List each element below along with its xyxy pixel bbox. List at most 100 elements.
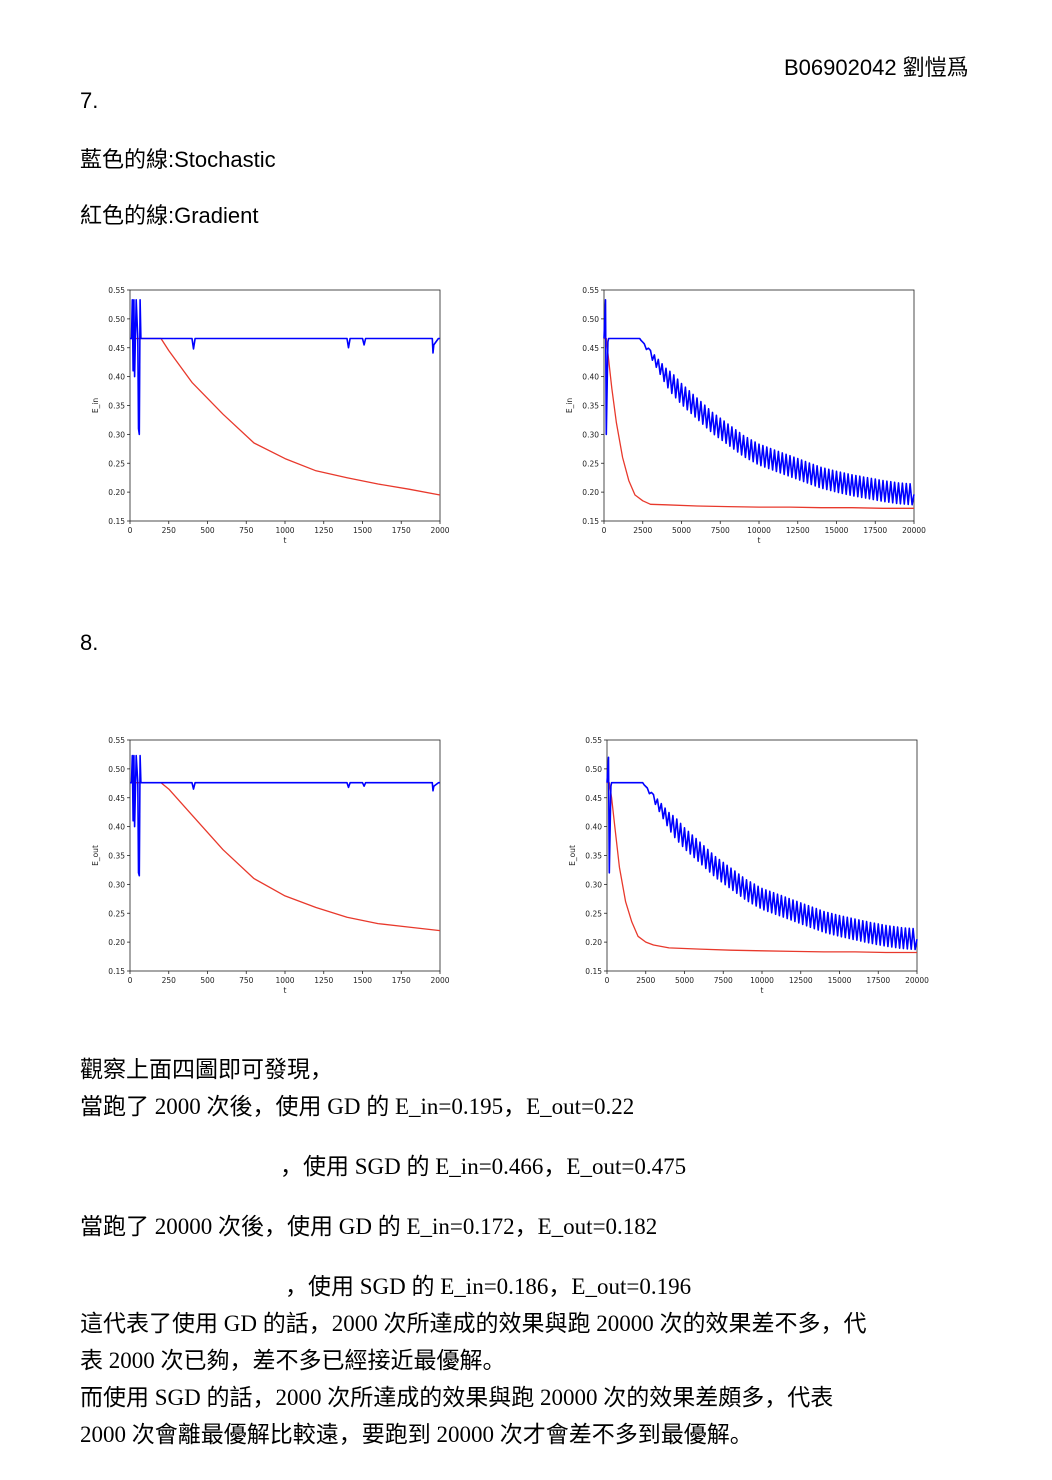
x-tick-label: 5000 bbox=[675, 976, 694, 985]
y-tick-label: 0.30 bbox=[108, 430, 125, 439]
conclusion-line-8: 而使用 SGD 的話，2000 次所達成的效果與跑 20000 次的效果差頗多，… bbox=[80, 1385, 834, 1410]
y-tick-label: 0.45 bbox=[108, 344, 125, 353]
x-tick-label: 1000 bbox=[275, 976, 294, 985]
series-line-gradient bbox=[607, 782, 917, 954]
x-tick-label: 250 bbox=[162, 976, 177, 985]
x-tick-label: 2000 bbox=[430, 976, 449, 985]
conclusion-line-3: ，使用 SGD 的 E_in=0.466，E_out=0.475 bbox=[280, 1154, 687, 1179]
plot-frame bbox=[606, 739, 918, 972]
y-tick-label: 0.25 bbox=[108, 459, 125, 468]
x-tick-label: 500 bbox=[200, 526, 215, 535]
y-tick-label: 0.40 bbox=[108, 823, 125, 832]
y-tick-label: 0.50 bbox=[585, 765, 602, 774]
x-tick-label: 7500 bbox=[714, 976, 733, 985]
question-number-8: 8. bbox=[80, 630, 99, 655]
legend-blue-text: 藍色的線:Stochastic bbox=[80, 147, 276, 172]
series-line-stochastic bbox=[130, 754, 440, 877]
y-tick-label: 0.25 bbox=[108, 909, 125, 918]
x-tick-label: 10000 bbox=[747, 526, 771, 535]
y-tick-label: 0.30 bbox=[585, 880, 602, 889]
y-tick-label: 0.15 bbox=[108, 517, 125, 526]
x-tick-label: 20000 bbox=[905, 976, 929, 985]
legend-red-text: 紅色的線:Gradient bbox=[80, 203, 259, 228]
x-tick-label: 750 bbox=[239, 976, 254, 985]
y-tick-label: 0.20 bbox=[108, 488, 125, 497]
y-tick-label: 0.55 bbox=[108, 736, 125, 745]
series-line-stochastic bbox=[130, 299, 440, 436]
x-tick-label: 17500 bbox=[866, 976, 890, 985]
x-axis-label: t bbox=[284, 986, 287, 995]
y-tick-label: 0.15 bbox=[582, 517, 599, 526]
y-tick-label: 0.30 bbox=[582, 430, 599, 439]
y-tick-label: 0.55 bbox=[585, 736, 602, 745]
y-tick-label: 0.30 bbox=[108, 880, 125, 889]
y-tick-label: 0.45 bbox=[585, 794, 602, 803]
y-tick-label: 0.35 bbox=[108, 852, 125, 861]
x-tick-label: 1500 bbox=[353, 526, 372, 535]
y-tick-label: 0.40 bbox=[585, 823, 602, 832]
x-tick-label: 1250 bbox=[314, 526, 333, 535]
x-tick-label: 0 bbox=[128, 526, 133, 535]
y-tick-label: 0.50 bbox=[108, 315, 125, 324]
y-axis-label: E_in bbox=[565, 398, 574, 414]
x-tick-label: 17500 bbox=[863, 526, 887, 535]
y-tick-label: 0.50 bbox=[108, 765, 125, 774]
x-tick-label: 5000 bbox=[672, 526, 691, 535]
x-tick-label: 2000 bbox=[430, 526, 449, 535]
y-tick-label: 0.55 bbox=[582, 286, 599, 295]
plot-frame bbox=[129, 289, 441, 522]
y-tick-label: 0.40 bbox=[108, 373, 125, 382]
y-axis-label: E_out bbox=[568, 845, 577, 866]
y-tick-label: 0.45 bbox=[108, 794, 125, 803]
series-line-stochastic bbox=[606, 756, 918, 951]
y-tick-label: 0.35 bbox=[585, 852, 602, 861]
y-tick-label: 0.35 bbox=[108, 402, 125, 411]
x-tick-label: 1000 bbox=[275, 526, 294, 535]
x-tick-label: 1750 bbox=[392, 976, 411, 985]
series-line-gradient bbox=[130, 782, 441, 932]
conclusion-line-9: 2000 次會離最優解比較遠，要跑到 20000 次才會差不多到最優解。 bbox=[80, 1422, 753, 1447]
chart-eout-2000: 0.15 0.20 0.25 0.30 0.35 0.40 0.45 0.50 0.55 0 250… bbox=[91, 736, 450, 995]
chart-eout-20000: 0.15 0.20 0.25 0.30 0.35 0.40 0.45 0.50 0.55 0 250… bbox=[568, 736, 929, 995]
conclusion-line-2: 當跑了 2000 次後，使用 GD 的 E_in=0.195，E_out=0.2… bbox=[80, 1094, 635, 1119]
y-tick-label: 0.15 bbox=[108, 967, 125, 976]
y-tick-label: 0.20 bbox=[585, 938, 602, 947]
conclusion-line-4: 當跑了 20000 次後，使用 GD 的 E_in=0.172，E_out=0.… bbox=[80, 1214, 658, 1239]
y-tick-label: 0.25 bbox=[582, 459, 599, 468]
series-line-gradient bbox=[130, 337, 441, 496]
conclusion-line-5: ，使用 SGD 的 E_in=0.186，E_out=0.196 bbox=[285, 1274, 692, 1299]
plot-frame bbox=[129, 739, 441, 972]
y-axis-label: E_in bbox=[91, 398, 100, 414]
x-tick-label: 1500 bbox=[353, 976, 372, 985]
x-axis-label: t bbox=[284, 536, 287, 545]
y-tick-label: 0.15 bbox=[585, 967, 602, 976]
y-tick-label: 0.25 bbox=[585, 909, 602, 918]
y-tick-label: 0.20 bbox=[108, 938, 125, 947]
x-axis-label: t bbox=[758, 536, 761, 545]
x-tick-label: 0 bbox=[128, 976, 133, 985]
conclusion-line-6: 這代表了使用 GD 的話，2000 次所達成的效果與跑 20000 次的效果差不… bbox=[80, 1311, 867, 1336]
x-tick-label: 20000 bbox=[902, 526, 926, 535]
x-axis-label: t bbox=[761, 986, 764, 995]
y-tick-label: 0.35 bbox=[582, 402, 599, 411]
question-number-7: 7. bbox=[80, 88, 99, 113]
chart-ein-2000: 0.15 0.20 0.25 0.30 0.35 0.40 0.45 0.50 0.55 0 250… bbox=[91, 286, 450, 545]
y-tick-label: 0.45 bbox=[582, 344, 599, 353]
series-line-gradient bbox=[604, 337, 914, 509]
x-tick-label: 1750 bbox=[392, 526, 411, 535]
series-line-stochastic bbox=[603, 299, 915, 506]
x-tick-label: 15000 bbox=[825, 526, 849, 535]
y-tick-label: 0.40 bbox=[582, 373, 599, 382]
x-tick-label: 2500 bbox=[636, 976, 655, 985]
x-tick-label: 12500 bbox=[786, 526, 810, 535]
x-tick-label: 15000 bbox=[828, 976, 852, 985]
x-tick-label: 7500 bbox=[711, 526, 730, 535]
x-tick-label: 2500 bbox=[633, 526, 652, 535]
x-tick-label: 10000 bbox=[750, 976, 774, 985]
x-tick-label: 12500 bbox=[789, 976, 813, 985]
y-tick-label: 0.20 bbox=[582, 488, 599, 497]
x-tick-label: 0 bbox=[602, 526, 607, 535]
x-tick-label: 0 bbox=[605, 976, 610, 985]
y-tick-label: 0.55 bbox=[108, 286, 125, 295]
x-tick-label: 750 bbox=[239, 526, 254, 535]
